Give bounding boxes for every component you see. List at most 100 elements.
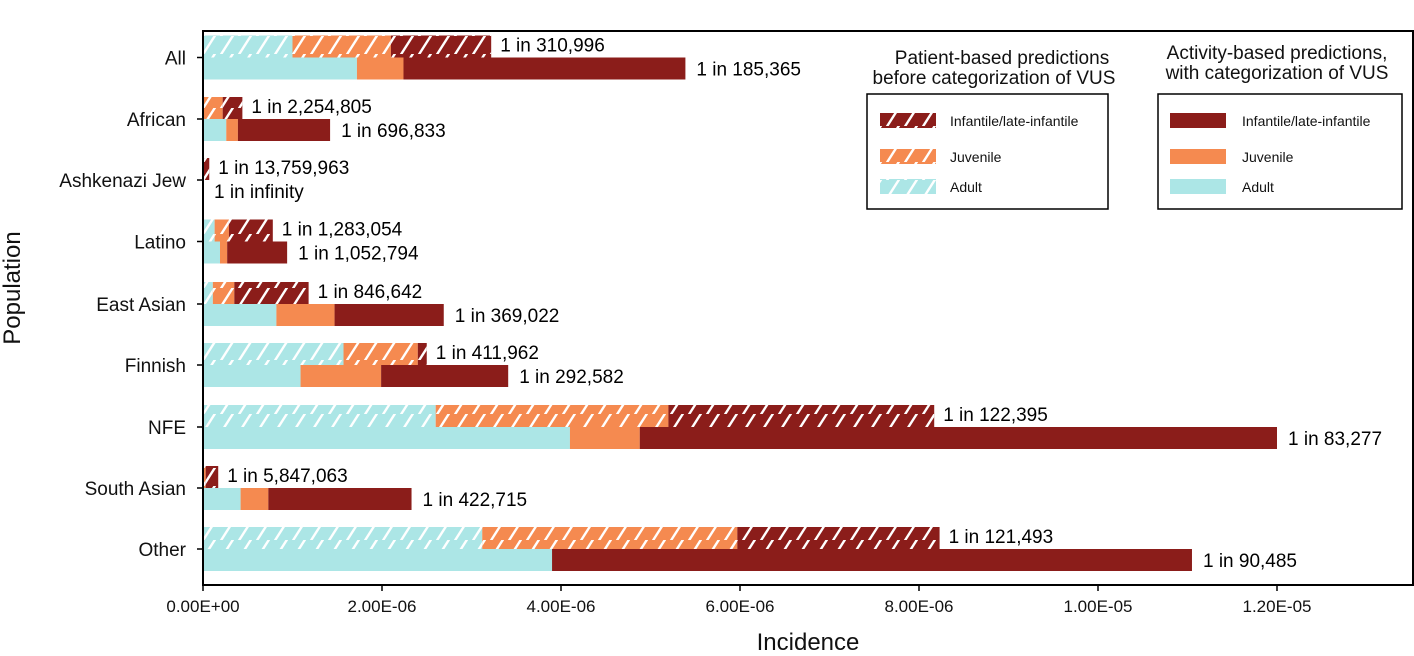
x-tick-label-5: 1.00E-05 bbox=[1064, 597, 1133, 616]
legend-activity-label-infantile-late-infantile: Infantile/late-infantile bbox=[1242, 113, 1371, 129]
axes-layer bbox=[202, 30, 1414, 586]
label-patient-african: 1 in 2,254,805 bbox=[251, 97, 371, 118]
data-labels-layer: 1 in 310,996 1 in 185,365 1 in 2,254,805 1 … bbox=[214, 36, 1382, 573]
y-tick-label-nfe: NFE bbox=[148, 418, 186, 439]
label-activity-south-asian: 1 in 422,715 bbox=[423, 490, 528, 511]
y-tick-label-latino: Latino bbox=[134, 233, 186, 254]
hatch-patient-nfe-adult bbox=[203, 405, 436, 427]
bar-activity-latino-adult bbox=[203, 241, 221, 264]
hatch-patient-latino-juvenile bbox=[214, 219, 229, 242]
hatch-patient-latino-adult bbox=[203, 219, 215, 242]
label-patient-east-asian: 1 in 846,642 bbox=[318, 282, 423, 303]
y-tick-label-ashkenazi-jew: Ashkenazi Jew bbox=[59, 171, 186, 192]
legend-patient-hatch-juvenile bbox=[880, 149, 936, 164]
hatch-patient-south-asian-juvenile bbox=[203, 466, 206, 488]
hatch-patient-nfe-infantile-late-infantile bbox=[668, 405, 935, 427]
legend-patient-title-line2: before categorization of VUS bbox=[873, 68, 1116, 89]
plot-frame bbox=[202, 30, 1414, 586]
bar-activity-east-asian-adult bbox=[203, 304, 277, 326]
legend-activity-title-line2: with categorization of VUS bbox=[1165, 63, 1389, 84]
bar-activity-south-asian-infantile-late-infantile bbox=[268, 488, 412, 510]
hatch-patient-african-juvenile bbox=[203, 97, 223, 119]
y-tick-label-south-asian: South Asian bbox=[85, 479, 186, 500]
y-tick-label-african: African bbox=[127, 110, 186, 131]
bar-activity-all-juvenile bbox=[356, 57, 404, 80]
bar-activity-finnish-juvenile bbox=[300, 365, 382, 387]
legend-patient-label-adult: Adult bbox=[950, 179, 982, 195]
label-activity-all: 1 in 185,365 bbox=[696, 60, 801, 81]
hatch-patient-african-infantile-late-infantile bbox=[222, 97, 243, 119]
label-patient-latino: 1 in 1,283,054 bbox=[282, 220, 403, 241]
label-patient-finnish: 1 in 411,962 bbox=[436, 343, 539, 364]
x-tick-label-0: 0.00E+00 bbox=[166, 597, 239, 616]
label-activity-african: 1 in 696,833 bbox=[341, 121, 446, 142]
bar-activity-nfe-infantile-late-infantile bbox=[639, 427, 1277, 449]
legend-activity-swatch-adult bbox=[1170, 179, 1226, 194]
legend-activity-based: Activity-based predictions, with categor… bbox=[1157, 43, 1403, 210]
legend-activity-title-line1: Activity-based predictions, bbox=[1167, 43, 1388, 64]
bar-activity-latino-juvenile bbox=[220, 241, 228, 264]
label-activity-finnish: 1 in 292,582 bbox=[519, 367, 624, 388]
legend-patient-based: Patient-based predictions before categor… bbox=[866, 48, 1116, 210]
bar-activity-south-asian-adult bbox=[203, 488, 241, 510]
legend-activity-label-adult: Adult bbox=[1242, 179, 1274, 195]
hatch-patient-finnish-infantile-late-infantile bbox=[417, 343, 427, 365]
bar-activity-east-asian-juvenile bbox=[276, 304, 335, 326]
label-patient-all: 1 in 310,996 bbox=[500, 36, 605, 57]
hatch-patient-finnish-adult bbox=[203, 343, 344, 365]
bar-activity-nfe-adult bbox=[203, 427, 570, 449]
legend-patient-label-infantile-late-infantile: Infantile/late-infantile bbox=[950, 113, 1079, 129]
bars-layer bbox=[203, 35, 1277, 571]
bar-activity-all-infantile-late-infantile bbox=[403, 57, 686, 80]
hatch-patient-other-juvenile bbox=[482, 527, 738, 549]
bar-activity-finnish-adult bbox=[203, 365, 301, 387]
bar-activity-east-asian-infantile-late-infantile bbox=[334, 304, 444, 326]
bar-activity-african-infantile-late-infantile bbox=[237, 119, 331, 141]
label-activity-east-asian: 1 in 369,022 bbox=[455, 306, 560, 327]
x-tick-label-3: 6.00E-06 bbox=[706, 597, 775, 616]
y-tick-label-finnish: Finnish bbox=[125, 356, 186, 377]
hatch-patient-latino-infantile-late-infantile bbox=[228, 219, 273, 242]
legend-patient-title-line1: Patient-based predictions bbox=[895, 48, 1109, 69]
hatch-patient-all-infantile-late-infantile bbox=[390, 35, 492, 58]
x-tick-label-2: 4.00E-06 bbox=[527, 597, 596, 616]
hatch-patient-ashkenazi-jew-infantile-late-infantile bbox=[203, 158, 210, 180]
label-activity-latino: 1 in 1,052,794 bbox=[298, 244, 419, 265]
legend-patient-hatch-adult bbox=[880, 179, 936, 194]
hatch-patient-nfe-juvenile bbox=[435, 405, 669, 427]
y-tick-label-all: All bbox=[165, 49, 186, 70]
hatch-patient-other-infantile-late-infantile bbox=[737, 527, 940, 549]
bar-activity-all-adult bbox=[203, 57, 357, 80]
legend-patient-label-juvenile: Juvenile bbox=[950, 149, 1002, 165]
bar-activity-nfe-juvenile bbox=[569, 427, 640, 449]
x-tick-label-4: 8.00E-06 bbox=[885, 597, 954, 616]
label-activity-other: 1 in 90,485 bbox=[1203, 551, 1297, 572]
bar-activity-other-adult bbox=[203, 549, 553, 571]
hatch-patient-all-juvenile bbox=[292, 35, 391, 58]
hatch-patient-east-asian-juvenile bbox=[212, 282, 235, 304]
label-activity-nfe: 1 in 83,277 bbox=[1288, 429, 1382, 450]
y-tick-label-other: Other bbox=[138, 540, 186, 561]
bar-activity-african-juvenile bbox=[226, 119, 238, 141]
hatch-patient-south-asian-infantile-late-infantile bbox=[205, 466, 219, 488]
x-tick-label-1: 2.00E-06 bbox=[348, 597, 417, 616]
label-patient-nfe: 1 in 122,395 bbox=[943, 405, 1048, 426]
legend-activity-swatch-infantile-late-infantile bbox=[1170, 113, 1226, 128]
legend-activity-swatch-juvenile bbox=[1170, 149, 1226, 164]
bar-activity-other-infantile-late-infantile bbox=[552, 549, 1192, 571]
hatch-patient-east-asian-infantile-late-infantile bbox=[234, 282, 309, 304]
bar-activity-african-adult bbox=[203, 119, 227, 141]
bar-activity-latino-infantile-late-infantile bbox=[227, 241, 288, 264]
legend-patient-hatch-infantile-late-infantile bbox=[880, 113, 936, 128]
label-patient-other: 1 in 121,493 bbox=[949, 527, 1054, 548]
hatch-patient-east-asian-adult bbox=[203, 282, 213, 304]
hatch-patient-all-adult bbox=[203, 35, 293, 58]
y-axis-title: Population bbox=[0, 231, 26, 344]
x-axis-title: Incidence bbox=[757, 629, 860, 656]
x-tick-label-6: 1.20E-05 bbox=[1243, 597, 1312, 616]
bar-activity-finnish-infantile-late-infantile bbox=[381, 365, 509, 387]
y-tick-label-east-asian: East Asian bbox=[96, 295, 186, 316]
label-activity-ashkenazi-jew: 1 in infinity bbox=[214, 182, 304, 203]
hatch-patient-other-adult bbox=[203, 527, 483, 549]
